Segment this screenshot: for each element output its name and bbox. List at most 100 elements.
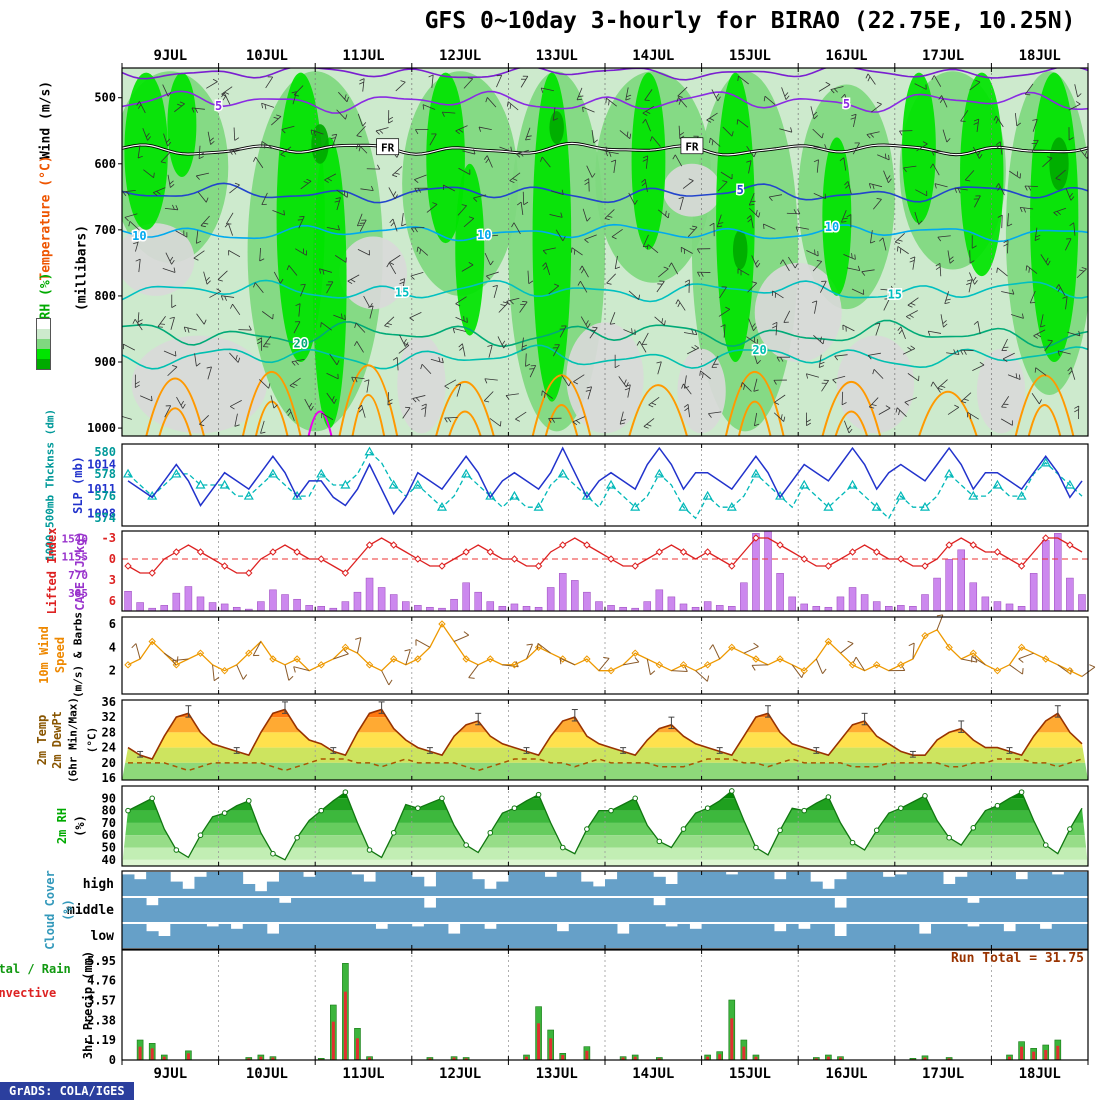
cloud-bar-high: [266, 881, 280, 896]
wind-barb: [912, 256, 916, 270]
wind-barb-flag: [543, 265, 548, 270]
wind-barb: [814, 300, 818, 314]
wind-barb-flag: [286, 265, 290, 271]
wind-barb: [129, 220, 140, 231]
rh-blob-dark: [311, 124, 329, 164]
precip-convective-bar: [162, 1056, 166, 1060]
wind-barb: [375, 127, 389, 132]
wind-barb-flag: [196, 362, 201, 367]
wind-barb-flag: [463, 316, 465, 322]
wind-barb-flag: [876, 101, 882, 105]
wind-barb-flag: [1075, 101, 1081, 105]
wind-barb: [641, 332, 649, 345]
wind-barb: [774, 394, 786, 403]
cloud-bar-middle: [544, 898, 558, 922]
cloud-bar-high: [484, 888, 497, 896]
wind-barb: [907, 373, 919, 382]
wind-barb-flag: [776, 357, 780, 362]
surface-wind-barb: [453, 634, 469, 642]
wind-barb: [995, 115, 1004, 128]
wind-barb: [357, 248, 370, 256]
cloud-bar-high: [653, 876, 666, 896]
wind-barb-flag: [137, 155, 143, 159]
wind-barb: [813, 193, 826, 200]
wind-barb: [658, 268, 669, 278]
slp-line: [127, 446, 1083, 516]
thickness-marker: [1064, 479, 1075, 489]
precip-convective-bar: [1056, 1045, 1060, 1060]
wind-barb: [143, 169, 154, 178]
wind-barb: [310, 129, 324, 135]
wind-barb-flag: [851, 253, 853, 259]
wind-barb-flag: [851, 113, 857, 117]
cloud-bar-high: [774, 879, 787, 896]
cape-bar: [643, 601, 652, 612]
cloud-bar-low: [894, 924, 908, 948]
wind-barb: [543, 247, 556, 251]
wind-barb-flag: [422, 104, 425, 110]
wind-barb-flag: [345, 114, 348, 120]
wind-barb-flag: [634, 200, 638, 205]
wind-barb-flag: [614, 364, 620, 369]
li-marker: [824, 562, 833, 570]
cape-bar: [196, 596, 205, 612]
wind-barb-flag: [593, 139, 598, 144]
wind-barb: [259, 247, 261, 262]
wind-speed-marker: [945, 643, 953, 652]
wind-barb: [1000, 418, 1013, 426]
precip-convective-bar: [428, 1058, 432, 1060]
cape-bar: [909, 606, 917, 612]
wind-barb: [900, 326, 906, 340]
wind-barb-flag: [459, 346, 464, 351]
wind-barb-flag: [605, 98, 607, 104]
surface-wind-barb-flag: [526, 643, 533, 646]
wind-barb-flag: [642, 112, 648, 116]
surface-temp-arch: [1014, 374, 1075, 436]
surface-temp-arch: [821, 380, 882, 436]
wind-barb-flag: [388, 120, 394, 124]
wind-barb: [897, 246, 909, 255]
wind-barb: [484, 252, 491, 266]
wind-barb-flag: [763, 223, 765, 230]
wind-barb-flag: [1062, 296, 1068, 299]
cloud-bar-middle: [556, 898, 570, 922]
wind-barb-flag: [153, 172, 155, 178]
wind-barb: [867, 73, 876, 85]
wind-barb: [746, 145, 755, 158]
wind-barb: [207, 131, 211, 145]
cloud-bar-high: [146, 872, 159, 896]
surface-wind-barb: [598, 658, 610, 671]
cape-bar: [703, 601, 712, 612]
wind-barb: [486, 155, 493, 168]
li-tick: 6: [109, 594, 116, 608]
wind-barb-flag: [956, 349, 960, 355]
wind-barb: [711, 89, 719, 102]
wind-barb: [513, 222, 521, 235]
surface-wind-barb: [293, 666, 310, 672]
wind-barb: [907, 297, 919, 306]
cape-bar: [414, 605, 422, 612]
wind-barb-flag: [136, 101, 140, 106]
wind-barb: [300, 180, 312, 190]
cape-bar: [365, 577, 374, 612]
wind-barb-flag: [1068, 370, 1073, 375]
cloud-bar-high: [810, 881, 823, 896]
label-total-rain: Total / Rain: [0, 962, 71, 976]
wind-barb: [934, 183, 948, 188]
cape-bar: [897, 605, 905, 612]
wind-barb-flag: [414, 188, 418, 193]
wind-barb-flag: [322, 269, 325, 275]
wind-barb-flag: [526, 135, 532, 138]
day-label-bottom: 11JUL: [342, 1066, 384, 1082]
wind-barb: [931, 150, 945, 153]
wind-barb-flag: [473, 197, 478, 202]
wind-barb: [883, 170, 889, 183]
temp-contour: [122, 344, 1088, 370]
wind-barb-flag: [906, 316, 911, 320]
wind-barb-flag: [384, 325, 390, 328]
wind-barb: [497, 336, 504, 349]
cloud-bar-middle: [315, 898, 328, 922]
wind-barb: [199, 415, 210, 425]
wind-barb-flag: [780, 357, 784, 362]
wind-barb-flag: [467, 77, 473, 80]
